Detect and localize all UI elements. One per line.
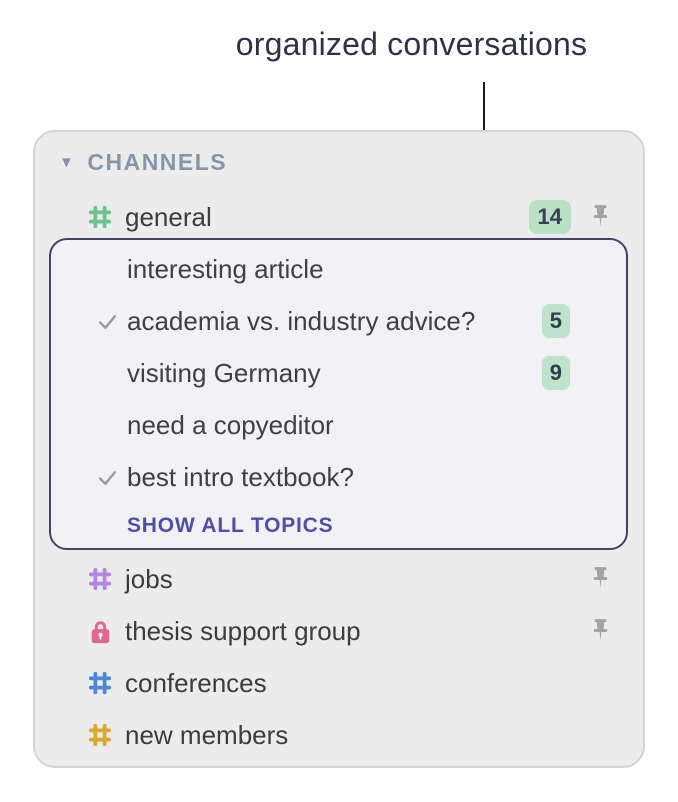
channels-section-label: CHANNELS [87, 148, 228, 175]
topic-row[interactable]: need a copyeditor [51, 399, 626, 451]
channel-row-general[interactable]: general 14 [35, 190, 643, 244]
hash-icon [88, 205, 112, 229]
topic-row[interactable]: visiting Germany 9 [51, 347, 626, 399]
channel-name: new members [125, 719, 289, 750]
topic-name: need a copyeditor [127, 409, 334, 440]
pin-icon [583, 567, 617, 591]
channel-row-new-members[interactable]: new members [35, 709, 643, 761]
channels-sidebar-panel: ▼ CHANNELS general 14 [33, 130, 645, 768]
unread-badge: 9 [541, 356, 570, 390]
hash-icon [88, 671, 112, 695]
check-icon [97, 466, 127, 488]
topic-row[interactable]: best intro textbook? [51, 451, 626, 503]
channel-name: conferences [125, 667, 267, 698]
channel-row-thesis-support-group[interactable]: thesis support group [35, 605, 643, 657]
annotation-label: organized conversations [235, 26, 588, 62]
check-cell-empty [97, 362, 127, 384]
pin-icon [583, 205, 617, 229]
topics-box: interesting article academia vs. industr… [49, 238, 628, 550]
hash-icon [88, 723, 112, 747]
channel-name: jobs [125, 563, 173, 594]
lock-icon [88, 619, 112, 643]
unread-badge: 5 [541, 304, 570, 338]
hash-icon [88, 567, 112, 591]
channel-name: general [125, 201, 212, 232]
channel-name: thesis support group [125, 615, 361, 646]
channel-row-jobs[interactable]: jobs [35, 553, 643, 605]
unread-badge: 14 [528, 200, 571, 234]
topic-row[interactable]: interesting article [51, 243, 626, 295]
channels-section-header[interactable]: ▼ CHANNELS [59, 144, 227, 180]
topic-row[interactable]: academia vs. industry advice? 5 [51, 295, 626, 347]
topic-name: interesting article [127, 253, 324, 284]
show-all-topics-link[interactable]: SHOW ALL TOPICS [51, 503, 626, 549]
show-all-topics-label: SHOW ALL TOPICS [127, 514, 334, 537]
topic-name: academia vs. industry advice? [127, 305, 476, 336]
channel-row-conferences[interactable]: conferences [35, 657, 643, 709]
check-cell-empty [97, 414, 127, 436]
check-icon [97, 310, 127, 332]
check-cell-empty [97, 258, 127, 280]
topic-name: visiting Germany [127, 357, 321, 388]
channel-list-lower: jobs [35, 553, 643, 761]
collapse-caret-icon[interactable]: ▼ [59, 153, 76, 171]
topic-name: best intro textbook? [127, 461, 354, 492]
pin-icon [583, 619, 617, 643]
